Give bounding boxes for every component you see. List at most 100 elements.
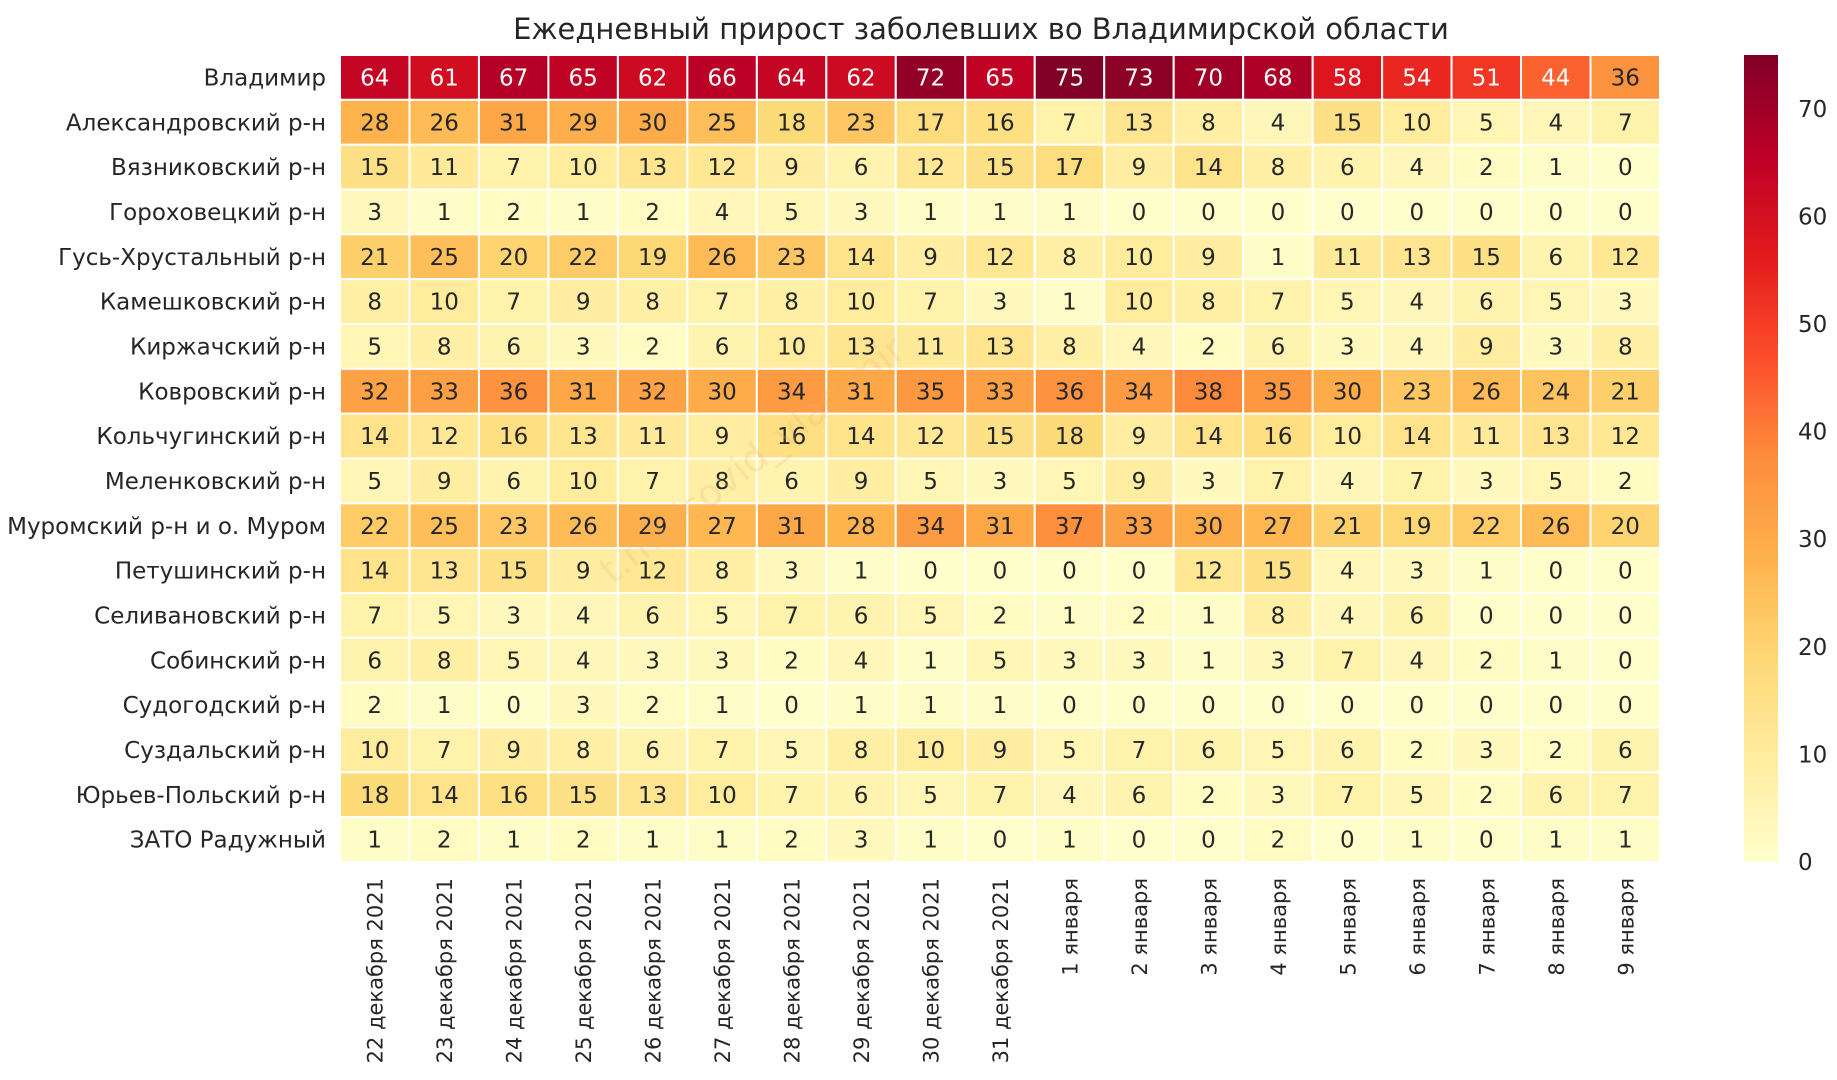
cell-value-label: 13	[1124, 110, 1153, 136]
cell-value-label: 3	[1548, 334, 1563, 360]
heatmap-cell	[1311, 143, 1384, 191]
cell-value-label: 10	[360, 738, 389, 764]
heatmap-cell	[1311, 457, 1384, 505]
cell-value-label: 13	[985, 334, 1014, 360]
row-label: Меленковский р-н	[105, 469, 326, 495]
cell-value-label: 6	[645, 738, 660, 764]
heatmap-cell	[477, 816, 550, 864]
cell-value-label: 11	[430, 155, 459, 181]
cell-value-label: 14	[360, 559, 389, 585]
cell-value-label: 29	[638, 514, 667, 540]
heatmap-cell	[964, 143, 1036, 191]
cell-value-label: 14	[846, 245, 875, 271]
cell-value-label: 0	[1479, 828, 1494, 854]
heatmap-cell	[1381, 143, 1453, 191]
cell-value-label: 8	[576, 738, 591, 764]
cell-value-label: 12	[916, 155, 945, 181]
cell-value-label: 2	[1410, 738, 1425, 764]
cell-value-label: 8	[784, 290, 799, 316]
heatmap-cell	[408, 188, 480, 236]
heatmap-cell	[547, 98, 619, 146]
cell-value-label: 8	[1201, 110, 1216, 136]
heatmap-cell	[339, 457, 411, 505]
cell-value-label: 9	[993, 738, 1008, 764]
cell-value-label: 10	[1124, 290, 1153, 316]
cell-value-label: 0	[1201, 200, 1216, 226]
cell-value-label: 70	[1194, 65, 1223, 91]
cell-value-label: 0	[1132, 559, 1147, 585]
heatmap-cell	[408, 278, 480, 325]
heatmap-cell	[825, 726, 897, 774]
heatmap-cell	[1589, 54, 1662, 101]
heatmap-cell	[1242, 592, 1314, 639]
cell-value-label: 11	[1333, 245, 1362, 271]
colorbar-gradient	[1744, 55, 1778, 862]
column-label: 27 декабря 2021	[711, 878, 735, 1063]
heatmap-cell	[964, 98, 1036, 146]
cell-value-label: 1	[1062, 603, 1077, 629]
cell-value-label: 1	[1548, 648, 1563, 674]
heatmap-cell	[1103, 547, 1175, 595]
cell-value-label: 0	[1548, 603, 1563, 629]
cell-value-label: 15	[1333, 110, 1362, 136]
cell-value-label: 3	[506, 603, 521, 629]
cell-value-label: 7	[1618, 110, 1633, 136]
heatmap-cell	[825, 323, 897, 370]
cell-value-label: 1	[576, 200, 591, 226]
heatmap-cell	[1520, 502, 1592, 550]
cell-value-label: 12	[707, 155, 736, 181]
cell-value-label: 0	[1618, 559, 1633, 585]
colorbar: 0 10 20 30 40 50 60 70	[1744, 55, 1827, 876]
heatmap-cell	[547, 188, 619, 236]
cell-value-label: 6	[854, 603, 869, 629]
cell-value-label: 25	[430, 514, 459, 540]
heatmap-cell	[408, 98, 480, 146]
cell-value-label: 5	[367, 334, 382, 360]
heatmap-cell	[1242, 547, 1314, 595]
cell-value-label: 16	[985, 110, 1014, 136]
cell-value-label: 44	[1541, 65, 1570, 91]
cell-value-label: 0	[1618, 648, 1633, 674]
heatmap-cell	[616, 233, 689, 281]
cell-value-label: 31	[569, 379, 598, 405]
heatmap-cell	[339, 98, 411, 146]
cell-value-label: 9	[923, 245, 938, 271]
cell-value-label: 5	[1548, 290, 1563, 316]
cell-value-label: 64	[777, 65, 806, 91]
heatmap-cell	[339, 233, 411, 281]
row-label: Камешковский р-н	[100, 290, 326, 316]
heatmap-cell	[339, 323, 411, 370]
heatmap-cell	[1589, 771, 1662, 819]
heatmap-cell	[1242, 636, 1314, 684]
heatmap-cell	[1103, 54, 1175, 101]
cell-value-label: 8	[1271, 603, 1286, 629]
heatmap-cell	[1033, 771, 1106, 819]
heatmap-cell	[547, 457, 619, 505]
cell-value-label: 6	[1548, 783, 1563, 809]
cell-value-label: 5	[1479, 110, 1494, 136]
cell-value-label: 26	[430, 110, 459, 136]
cell-value-label: 4	[1271, 110, 1286, 136]
cell-value-label: 2	[645, 200, 660, 226]
cell-value-label: 10	[916, 738, 945, 764]
heatmap-cell	[1103, 816, 1175, 864]
cell-value-label: 23	[846, 110, 875, 136]
cell-value-label: 2	[576, 828, 591, 854]
column-label: 30 декабря 2021	[920, 878, 944, 1063]
cell-value-label: 2	[367, 693, 382, 719]
heatmap-cell	[408, 726, 480, 774]
heatmap-cell	[1103, 98, 1175, 146]
cell-value-label: 7	[367, 603, 382, 629]
cell-value-label: 28	[360, 110, 389, 136]
heatmap-cell	[964, 816, 1036, 864]
cell-value-label: 13	[1402, 245, 1431, 271]
cell-value-label: 26	[1541, 514, 1570, 540]
heatmap-cell	[1520, 547, 1592, 595]
cell-value-label: 61	[430, 65, 459, 91]
heatmap-cell	[1103, 771, 1175, 819]
cell-value-label: 5	[715, 603, 730, 629]
cell-value-label: 2	[784, 648, 799, 674]
cell-value-label: 1	[715, 828, 730, 854]
heatmap-cell	[964, 547, 1036, 595]
cell-value-label: 1	[506, 828, 521, 854]
